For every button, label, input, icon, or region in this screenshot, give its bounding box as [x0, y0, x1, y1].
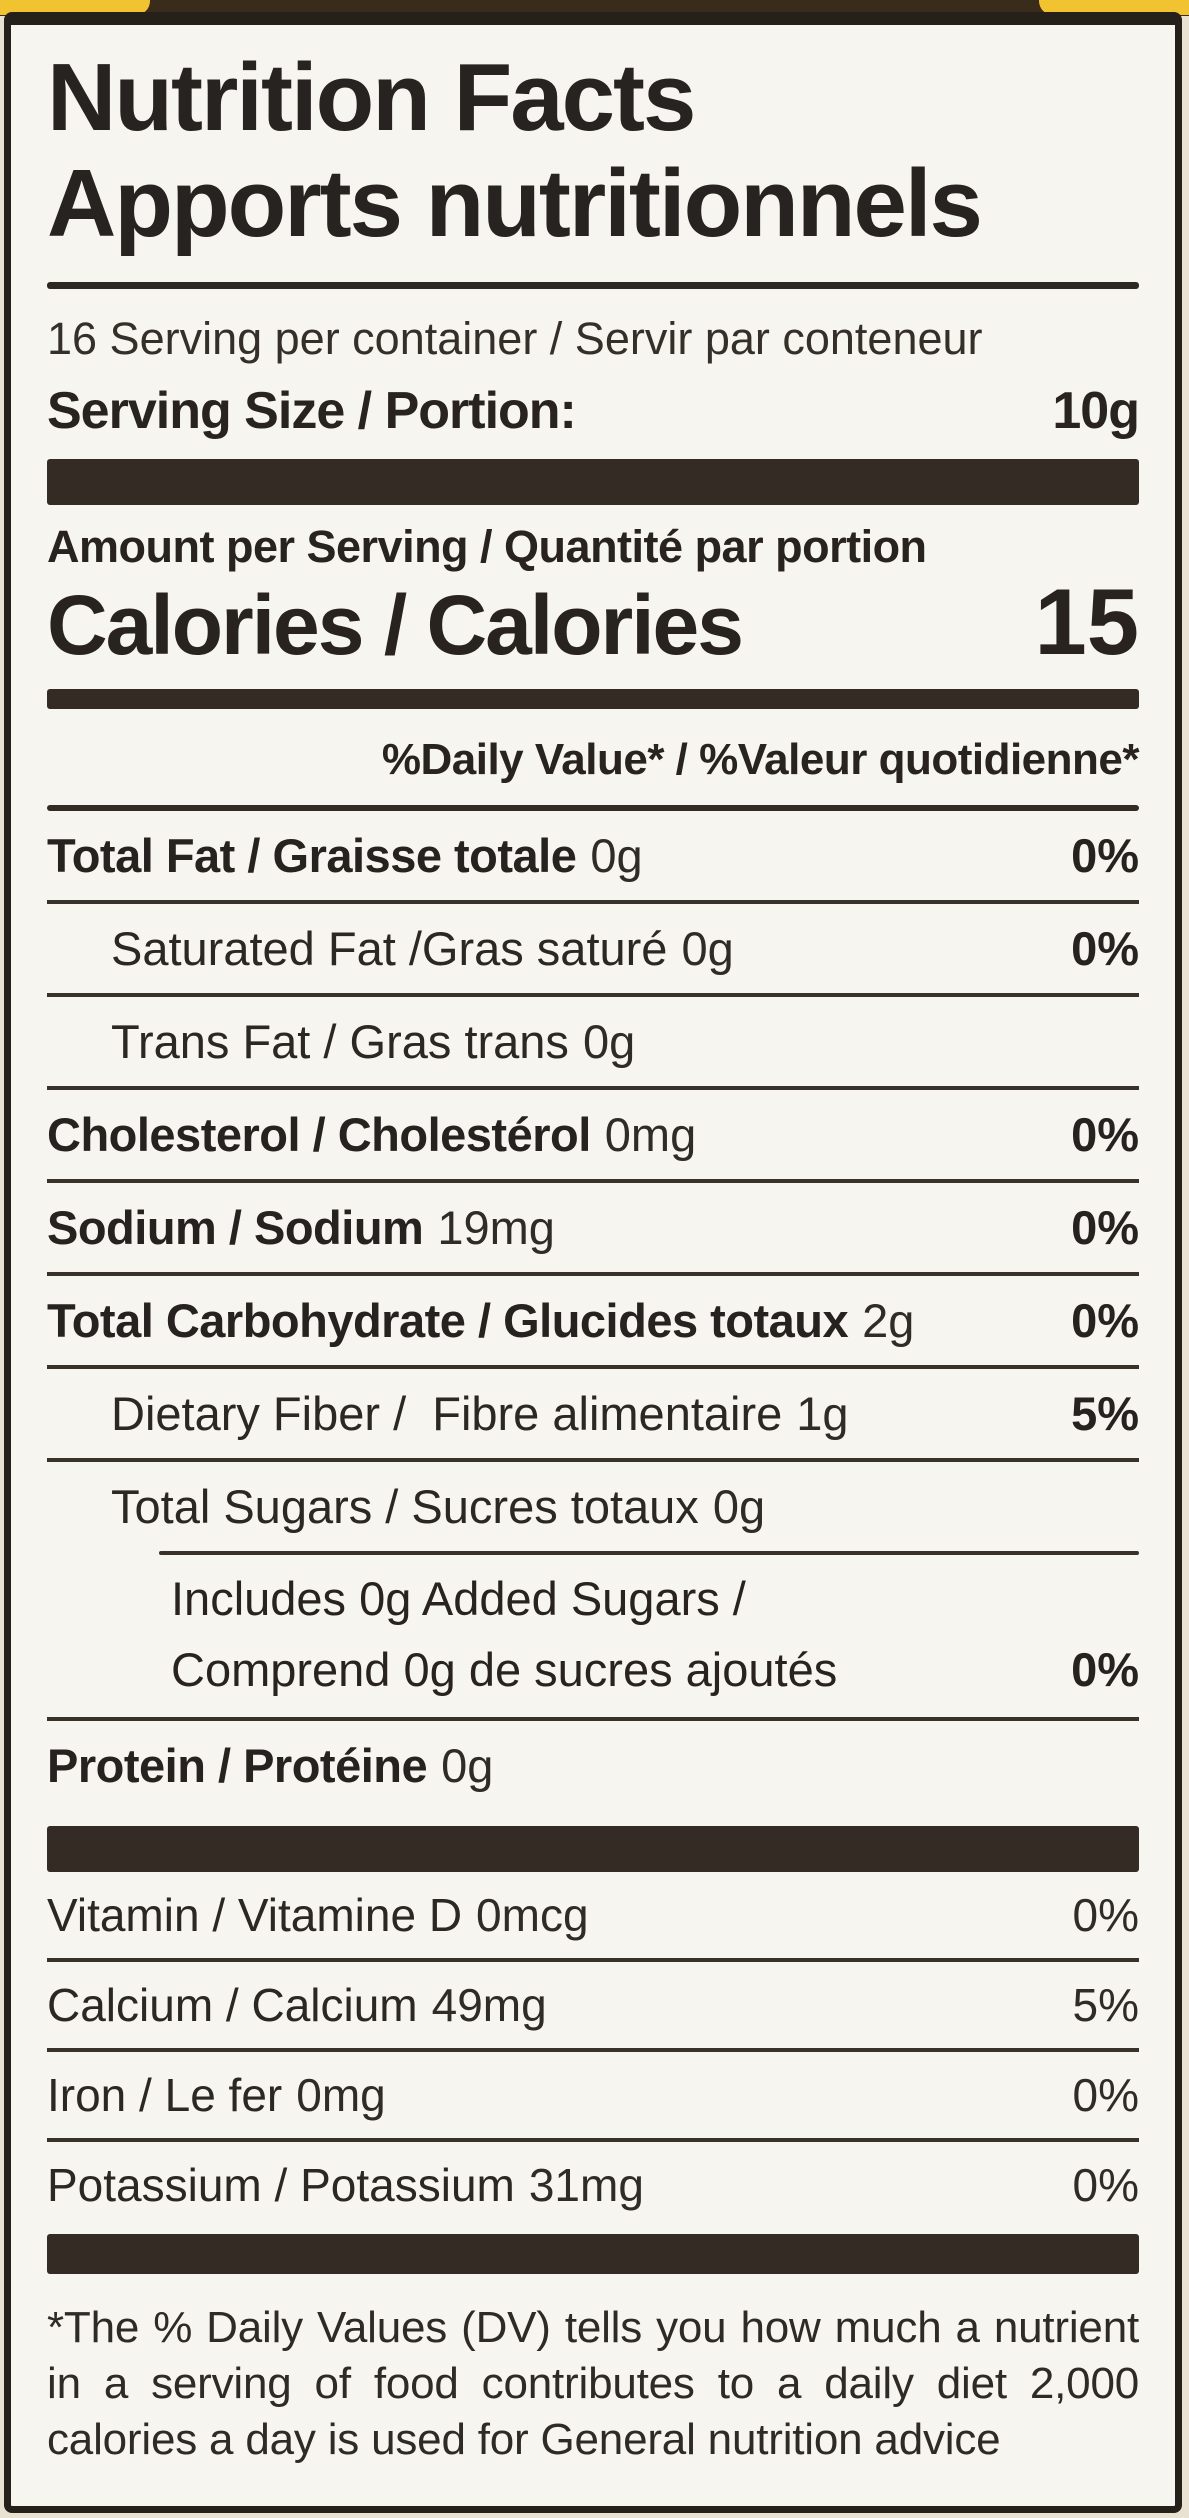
serving-size-label: Serving Size / Portion: [47, 382, 577, 441]
nutrient-row-sodium: Sodium / Sodium 19mg 0% [47, 1179, 1139, 1272]
micronutrient-row-iron: Iron / Le fer 0mg 0% [47, 2048, 1139, 2138]
amount-per-serving: Amount per Serving / Quantité par portio… [47, 521, 927, 573]
title-french: Apports nutritionnels [47, 149, 983, 257]
nutrient-percent: 0% [1071, 1643, 1139, 1697]
package-corner-right [1039, 0, 1189, 15]
nutrient-name: Dietary Fiber / Fibre alimentaire [111, 1387, 783, 1441]
nutrient-value: 0g [441, 1739, 494, 1793]
nutrient-percent: 0% [1072, 2159, 1139, 2212]
nutrient-row-trans-fat: Trans Fat / Gras trans 0g [47, 993, 1139, 1086]
serving-size-value: 10g [1052, 382, 1140, 441]
added-sugars-line-en: Includes 0g Added Sugars / [171, 1572, 746, 1626]
nutrient-percent: 0% [1071, 1108, 1139, 1162]
title-divider [47, 282, 1139, 290]
section-bar-serving [47, 459, 1139, 506]
title-english: Nutrition Facts [47, 44, 696, 151]
nutrient-name: Potassium / Potassium [47, 2159, 515, 2212]
nutrient-name: Sodium / Sodium [47, 1201, 424, 1255]
calories-row: Calories / Calories 15 [47, 569, 1139, 675]
nutrient-percent: 0% [1071, 922, 1139, 976]
nutrient-row-cholesterol: Cholesterol / Cholestérol 0mg 0% [47, 1086, 1139, 1179]
nutrient-percent: 5% [1072, 1979, 1139, 2032]
nutrient-percent: 0% [1071, 1294, 1139, 1348]
nutrient-name: Total Fat / Graisse totale [47, 829, 577, 883]
section-bar-protein [47, 1826, 1139, 1873]
nutrient-row-added-sugars: Includes 0g Added Sugars / Comprend 0g d… [47, 1555, 1139, 1717]
daily-value-footnote: *The % Daily Values (DV) tells you how m… [47, 2303, 1139, 2464]
nutrient-name: Total Sugars / Sucres totaux [111, 1480, 699, 1534]
nutrition-facts-label: Nutrition Facts Apports nutritionnels 16… [4, 12, 1182, 2513]
nutrient-value: 31mg [528, 2159, 644, 2212]
micronutrient-row-potassium: Potassium / Potassium 31mg 0% [47, 2138, 1139, 2228]
serving-size-row: Serving Size / Portion: 10g [47, 381, 1140, 441]
nutrient-name: Vitamin / Vitamine D [47, 1889, 463, 1942]
nutrient-value: 0g [712, 1480, 766, 1534]
nutrient-percent: 0% [1072, 2069, 1139, 2122]
daily-value-header: %Daily Value* / %Valeur quotidienne* [381, 735, 1140, 785]
nutrient-percent: 0% [1071, 1201, 1139, 1255]
nutrient-value: 0mg [604, 1108, 697, 1162]
nutrient-value: 0mcg [476, 1889, 589, 1942]
nutrient-row-total-fat: Total Fat / Graisse totale 0g 0% [47, 811, 1139, 900]
section-bar-calories [47, 689, 1139, 710]
added-sugars-text: Includes 0g Added Sugars / Comprend 0g d… [171, 1571, 837, 1697]
nutrient-row-dietary-fiber: Dietary Fiber / Fibre alimentaire 1g 5% [47, 1365, 1139, 1458]
nutrient-row-saturated-fat: Saturated Fat /Gras saturé 0g 0% [47, 900, 1139, 993]
micronutrient-row-vitamin-d: Vitamin / Vitamine D 0mcg 0% [47, 1872, 1139, 1958]
nutrient-value: 0g [582, 1015, 636, 1069]
added-sugars-divider [159, 1551, 1139, 1556]
nutrient-name: Protein / Protéine [47, 1739, 428, 1793]
nutrient-value: 19mg [437, 1201, 555, 1255]
nutrient-percent: 0% [1072, 1889, 1139, 1942]
section-bar-footnote [47, 2234, 1139, 2275]
nutrient-name: Cholesterol / Cholestérol [47, 1108, 591, 1162]
micronutrient-row-calcium: Calcium / Calcium 49mg 5% [47, 1958, 1139, 2048]
calories-value: 15 [1034, 569, 1139, 675]
nutrient-value: 0mg [296, 2069, 386, 2122]
nutrient-percent: 5% [1071, 1387, 1139, 1441]
servings-per-container: 16 Serving per container / Servir par co… [47, 313, 983, 365]
nutrient-value: 49mg [431, 1979, 547, 2032]
nutrient-row-protein: Protein / Protéine 0g [47, 1717, 1139, 1810]
added-sugars-line-fr: Comprend 0g de sucres ajoutés [171, 1643, 838, 1697]
nutrient-value: 0g [681, 922, 734, 976]
nutrient-row-total-sugars: Total Sugars / Sucres totaux 0g [47, 1458, 1139, 1551]
nutrient-name: Total Carbohydrate / Glucides totaux [47, 1294, 849, 1348]
nutrient-name: Saturated Fat /Gras saturé [111, 922, 668, 976]
nutrient-percent: 0% [1071, 829, 1139, 883]
nutrient-value: 0g [590, 829, 643, 883]
nutrient-row-total-carbohydrate: Total Carbohydrate / Glucides totaux 2g … [47, 1272, 1139, 1365]
nutrient-value: 1g [796, 1387, 849, 1441]
nutrient-name: Calcium / Calcium [47, 1979, 418, 2032]
nutrient-value: 2g [862, 1294, 915, 1348]
package-corner-left [0, 0, 150, 15]
calories-label: Calories / Calories [47, 578, 744, 672]
daily-value-divider [47, 805, 1139, 812]
nutrient-name: Iron / Le fer [47, 2069, 283, 2122]
nutrient-name: Trans Fat / Gras trans [111, 1015, 569, 1069]
